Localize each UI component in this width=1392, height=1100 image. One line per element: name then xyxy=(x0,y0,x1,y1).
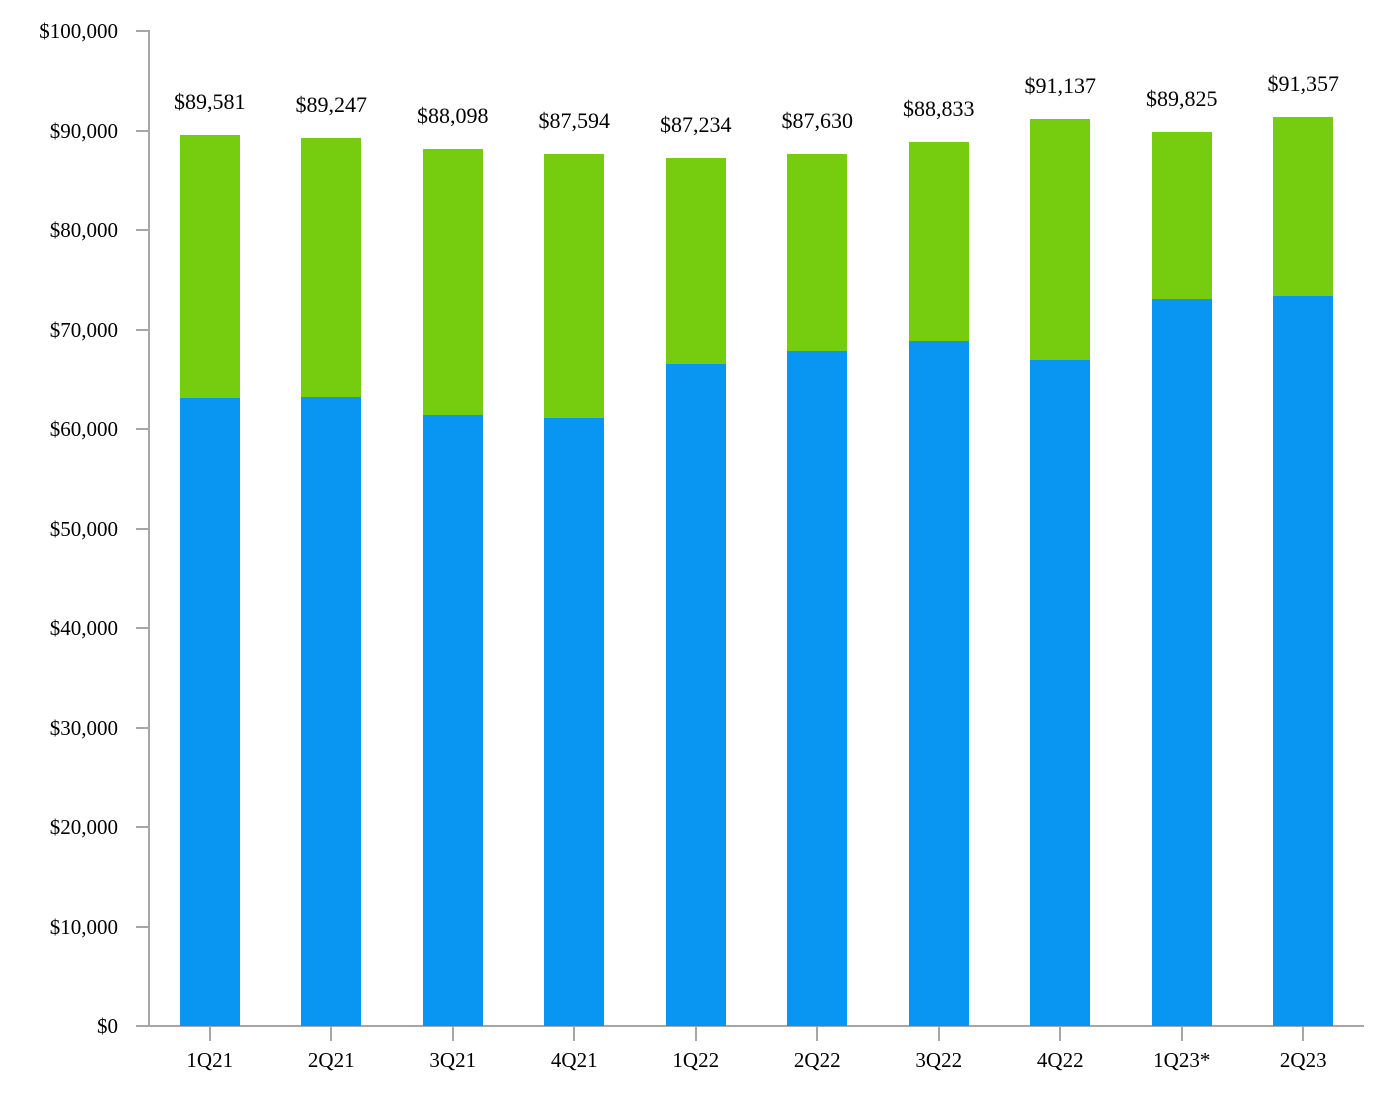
bar-total-label: $87,234 xyxy=(660,112,732,137)
y-tick-mark xyxy=(136,328,149,331)
bar-segment-green xyxy=(665,158,726,364)
bar-segment-green xyxy=(544,154,605,418)
x-tick-label: 4Q21 xyxy=(550,1048,598,1072)
y-tick-mark xyxy=(136,229,149,231)
y-tick-label: $80,000 xyxy=(49,218,118,242)
y-tick-mark xyxy=(136,1025,149,1027)
y-tick-label: $90,000 xyxy=(49,118,118,143)
bar-total-label: $89,247 xyxy=(295,92,368,117)
bar-segment-blue xyxy=(301,397,362,1026)
x-tick-mark xyxy=(816,1026,819,1041)
y-tick-mark xyxy=(136,428,149,430)
bar-total-label: $87,594 xyxy=(538,108,611,133)
x-tick-label: 3Q22 xyxy=(915,1048,963,1072)
y-tick-label: $100,000 xyxy=(39,19,118,43)
bar-segment-green xyxy=(787,154,848,351)
bar-total-label: $89,581 xyxy=(174,89,246,114)
x-tick-mark xyxy=(1180,1026,1183,1041)
bar-total-label: $88,098 xyxy=(417,103,489,128)
bar-total-label: $91,357 xyxy=(1267,71,1340,96)
x-tick-mark xyxy=(573,1026,576,1041)
y-tick-mark xyxy=(136,826,149,828)
x-tick-label: 1Q21 xyxy=(186,1048,234,1072)
y-tick-mark xyxy=(136,129,149,132)
y-tick-label: $20,000 xyxy=(49,815,118,839)
y-tick-label: $30,000 xyxy=(49,715,118,740)
x-tick-mark xyxy=(330,1026,333,1041)
bar-segment-green xyxy=(1151,132,1212,299)
bar-segment-blue xyxy=(665,364,726,1026)
bar-segment-green xyxy=(1030,119,1091,360)
y-tick-label: $0 xyxy=(97,1014,118,1038)
bar-total-label: $88,833 xyxy=(903,96,975,121)
bar-segment-blue xyxy=(1273,296,1334,1026)
bar-segment-green xyxy=(301,138,362,397)
bar-segment-blue xyxy=(422,415,483,1026)
x-tick-mark xyxy=(1302,1026,1305,1041)
x-tick-label: 1Q22 xyxy=(672,1048,720,1072)
y-axis-line xyxy=(148,30,150,1027)
y-tick-label: $60,000 xyxy=(49,417,118,441)
y-tick-label: $70,000 xyxy=(49,317,118,342)
x-tick-label: 2Q22 xyxy=(793,1048,841,1072)
x-axis-line xyxy=(136,1025,1364,1027)
x-tick-label: 1Q23* xyxy=(1153,1048,1211,1072)
bar-segment-green xyxy=(1273,117,1334,296)
x-tick-mark xyxy=(694,1026,697,1041)
bar-total-label: $87,630 xyxy=(781,108,854,133)
bar-segment-blue xyxy=(544,418,605,1026)
y-tick-mark xyxy=(136,925,149,928)
y-tick-label: $40,000 xyxy=(49,616,118,640)
x-tick-label: 2Q23 xyxy=(1279,1048,1327,1072)
bar-segment-green xyxy=(179,135,240,398)
x-tick-mark xyxy=(937,1026,940,1041)
bar-segment-green xyxy=(422,149,483,415)
bar-segment-blue xyxy=(179,398,240,1026)
x-tick-label: 3Q21 xyxy=(429,1048,477,1072)
bar-segment-blue xyxy=(787,351,848,1026)
bar-segment-blue xyxy=(1151,299,1212,1026)
x-tick-label: 2Q21 xyxy=(307,1048,355,1072)
y-tick-mark xyxy=(136,527,149,530)
bar-segment-green xyxy=(908,142,969,341)
x-tick-mark xyxy=(208,1026,211,1041)
y-tick-label: $50,000 xyxy=(49,516,118,541)
bar-segment-blue xyxy=(1030,360,1091,1026)
y-tick-mark xyxy=(136,627,149,629)
x-tick-label: 4Q22 xyxy=(1036,1048,1084,1072)
bar-total-label: $91,137 xyxy=(1024,73,1097,98)
y-tick-label: $10,000 xyxy=(49,914,118,939)
y-tick-mark xyxy=(136,30,149,32)
x-tick-mark xyxy=(451,1026,454,1041)
bar-segment-blue xyxy=(908,341,969,1026)
bar-total-label: $89,825 xyxy=(1146,86,1218,111)
y-tick-mark xyxy=(136,726,149,729)
x-tick-mark xyxy=(1059,1026,1062,1041)
